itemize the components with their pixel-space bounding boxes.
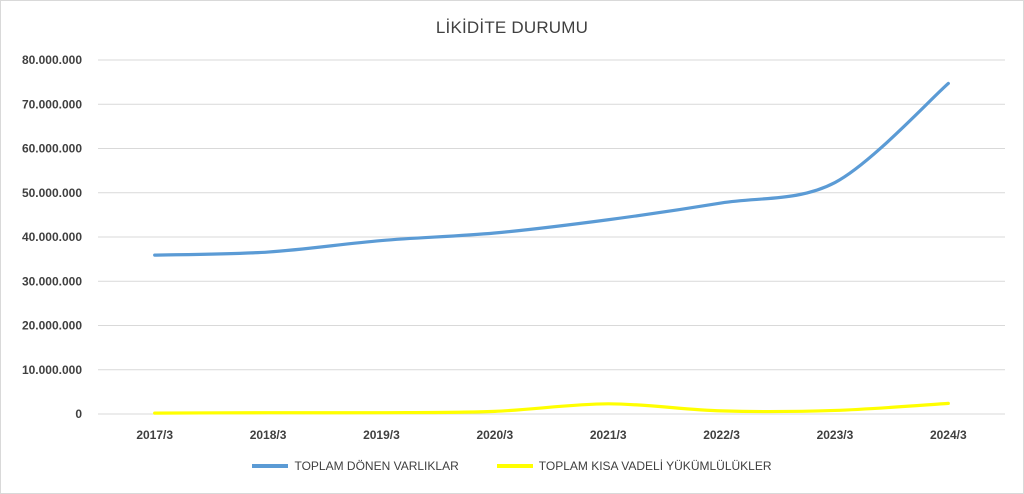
legend-label-series-0: TOPLAM DÖNEN VARLIKLAR xyxy=(294,459,459,473)
gridlines xyxy=(98,59,1005,415)
y-tick-label: 20.000.000 xyxy=(22,319,82,333)
legend-swatch-series-1 xyxy=(496,464,533,468)
y-tick-label: 80.000.000 xyxy=(22,53,82,67)
y-tick-label: 50.000.000 xyxy=(22,186,82,200)
x-tick-label: 2022/3 xyxy=(703,428,740,442)
x-tick-label: 2018/3 xyxy=(250,428,287,442)
legend: TOPLAM DÖNEN VARLIKLAR TOPLAM KISA VADEL… xyxy=(0,459,1024,473)
series-lines xyxy=(153,81,950,415)
chart-title: LİKİDİTE DURUMU xyxy=(435,18,589,37)
y-tick-label: 60.000.000 xyxy=(22,142,82,156)
y-tick-label: 30.000.000 xyxy=(22,274,82,288)
series-line-0 xyxy=(153,81,950,257)
x-tick-label: 2020/3 xyxy=(476,428,513,442)
y-tick-label: 40.000.000 xyxy=(22,230,82,244)
x-tick-label: 2017/3 xyxy=(136,428,173,442)
x-tick-label: 2019/3 xyxy=(363,428,400,442)
legend-item-series-0: TOPLAM DÖNEN VARLIKLAR xyxy=(252,459,459,473)
series-line-1 xyxy=(153,401,950,415)
x-tick-label: 2021/3 xyxy=(590,428,627,442)
legend-label-series-1: TOPLAM KISA VADELİ YÜKÜMLÜLÜKLER xyxy=(538,459,772,473)
x-tick-label: 2024/3 xyxy=(930,428,967,442)
y-tick-label: 10.000.000 xyxy=(22,363,82,377)
legend-item-series-1: TOPLAM KISA VADELİ YÜKÜMLÜLÜKLER xyxy=(496,459,772,473)
legend-swatch-series-0 xyxy=(252,464,289,468)
x-tick-label: 2023/3 xyxy=(817,428,854,442)
x-axis-ticks: 2017/3 2018/3 2019/3 2020/3 2021/3 2022/3 2023… xyxy=(136,428,967,442)
y-tick-label: 0 xyxy=(75,407,82,421)
y-tick-label: 70.000.000 xyxy=(22,97,82,111)
y-axis-ticks: 0 10.000.000 20.000.000 30.000.000 40.000.00… xyxy=(22,53,82,421)
